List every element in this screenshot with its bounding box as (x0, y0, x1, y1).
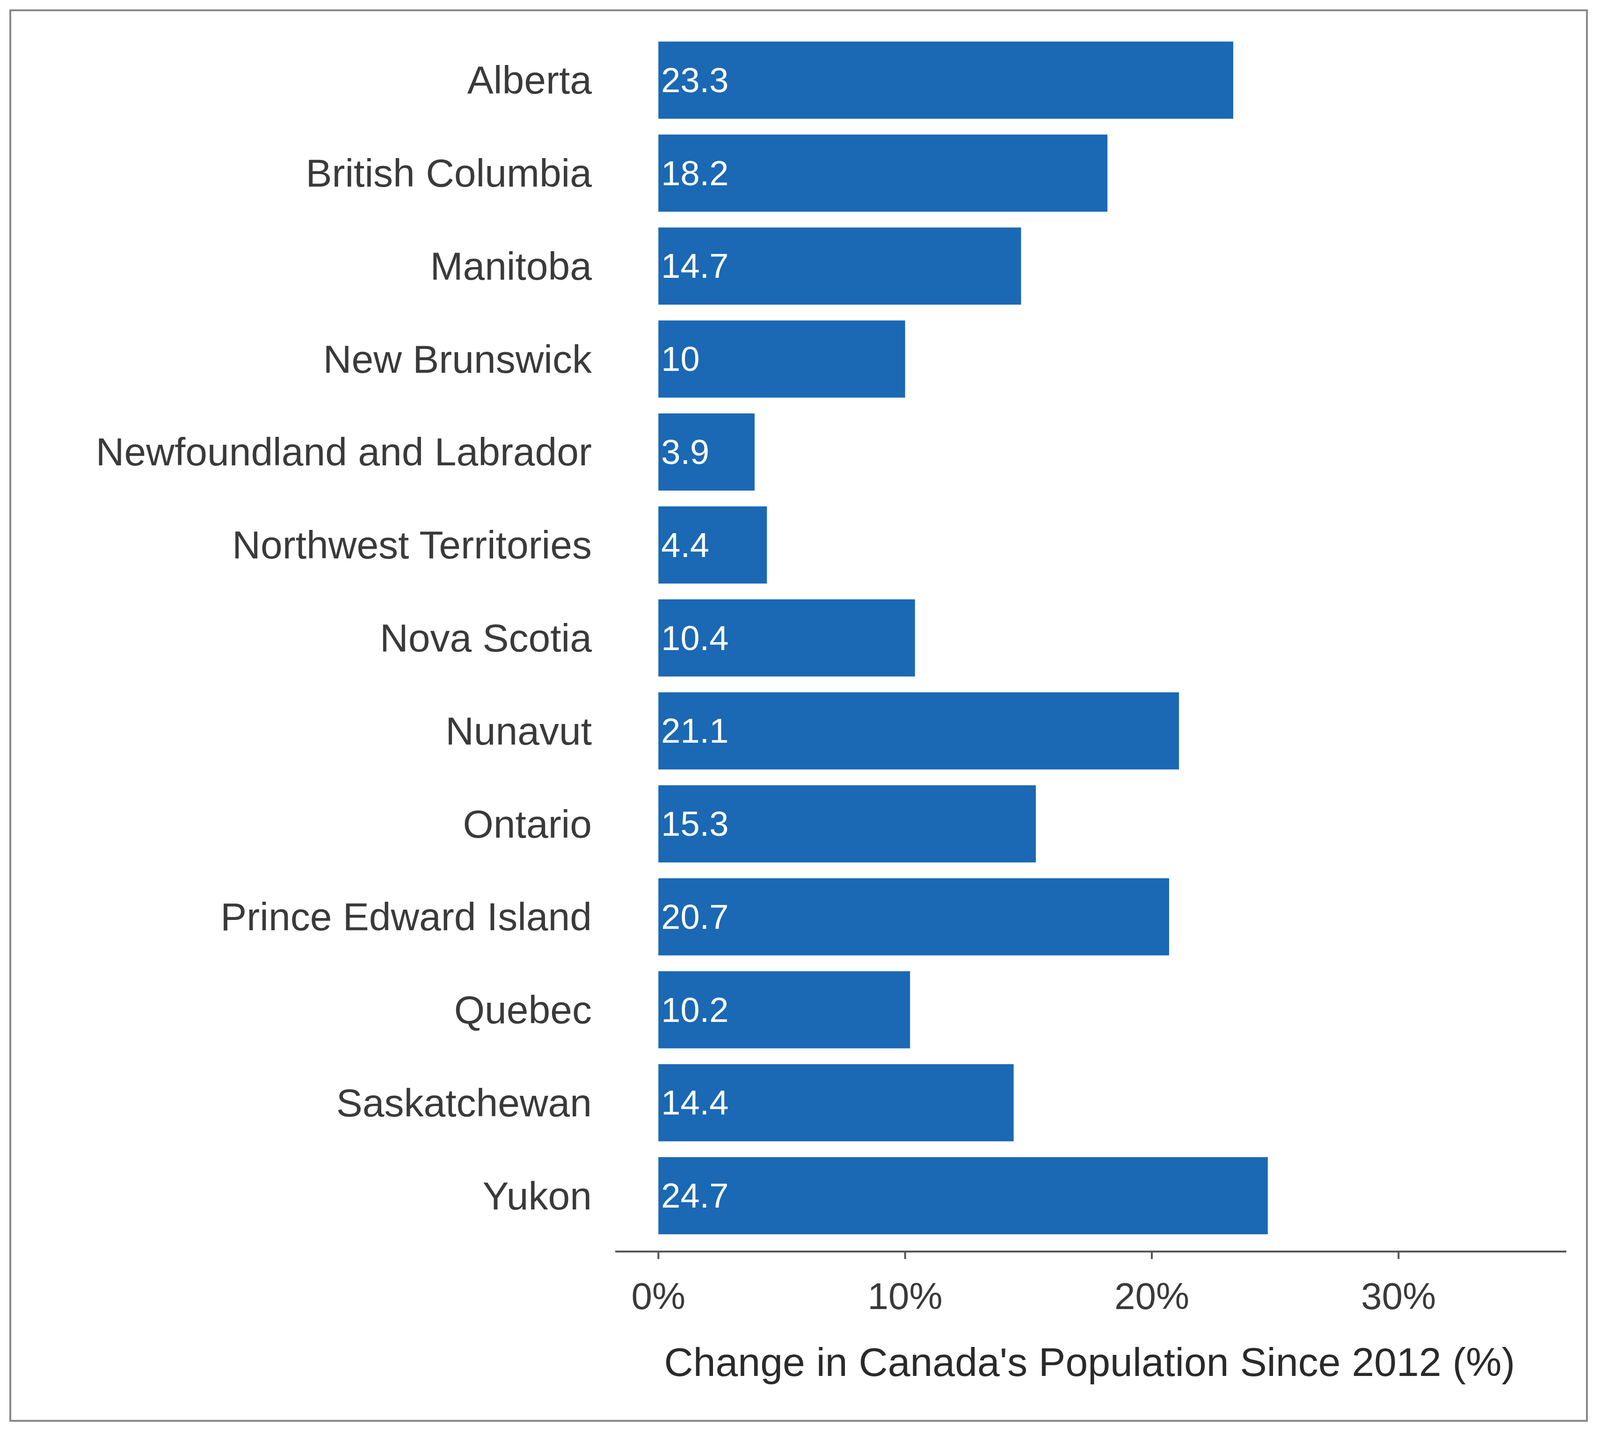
category-label: British Columbia (305, 151, 592, 196)
category-label: Nova Scotia (379, 616, 592, 661)
data-label: 10.2 (661, 990, 729, 1030)
category-label: Newfoundland and Labrador (95, 429, 592, 474)
data-label: 4.4 (661, 525, 710, 565)
category-label: Nunavut (445, 709, 592, 754)
bar (658, 1064, 1014, 1142)
tick-label: 10% (867, 1275, 943, 1318)
tick-label: 30% (1360, 1275, 1436, 1318)
tick (1150, 1251, 1153, 1260)
category-label: New Brunswick (323, 337, 593, 382)
tick (657, 1251, 660, 1260)
data-label: 14.7 (661, 246, 729, 286)
category-label: Yukon (482, 1174, 592, 1219)
category-label: Saskatchewan (336, 1081, 592, 1126)
bar (658, 227, 1021, 305)
tick-label: 0% (631, 1275, 686, 1318)
category-label: Manitoba (429, 244, 592, 289)
bars (658, 41, 1268, 1235)
category-label: Ontario (463, 802, 592, 847)
category-label: Northwest Territories (232, 523, 592, 568)
frame (10, 10, 1587, 1422)
category-label: Quebec (454, 988, 592, 1033)
bar (658, 506, 767, 584)
labels: 23.3 Alberta 18.2 British Columbia 14.7 Manit… (95, 58, 729, 1218)
data-label: 10.4 (661, 618, 729, 658)
tick (904, 1251, 907, 1260)
category-label: Alberta (467, 58, 592, 102)
bar (658, 1157, 1268, 1235)
data-label: 20.7 (661, 897, 729, 937)
bar (658, 785, 1036, 863)
tick-label: 20% (1114, 1275, 1190, 1318)
data-label: 23.3 (661, 60, 729, 100)
data-label: 15.3 (661, 804, 729, 844)
data-label: 24.7 (661, 1176, 729, 1216)
category-label: Prince Edward Island (220, 894, 592, 939)
axis-title: Change in Canada's Population Since 2012… (664, 1339, 1516, 1385)
bar (658, 413, 755, 491)
data-label: 14.4 (661, 1083, 729, 1123)
bar (658, 41, 1234, 119)
x-axis (615, 1250, 1567, 1253)
bar (658, 599, 915, 677)
bar (658, 971, 910, 1049)
bar (658, 878, 1170, 956)
data-label: 18.2 (661, 153, 729, 193)
data-label: 10 (661, 339, 700, 379)
data-label: 3.9 (661, 432, 710, 472)
bar (658, 320, 905, 398)
bar (658, 692, 1179, 770)
bar (658, 134, 1108, 212)
chart: 23.3 Alberta 18.2 British Columbia 14.7 Manit… (0, 0, 1600, 1433)
tick (1397, 1251, 1400, 1260)
data-label: 21.1 (661, 711, 729, 751)
